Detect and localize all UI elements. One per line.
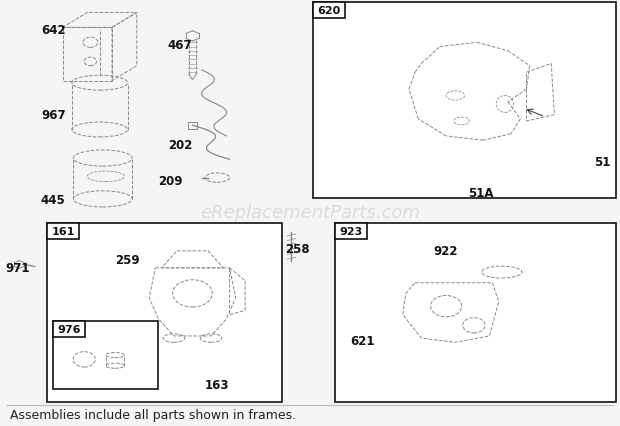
Bar [47, 224, 79, 240]
Text: 967: 967 [41, 109, 66, 122]
Bar [313, 3, 345, 19]
Text: 922: 922 [434, 245, 458, 258]
Text: 642: 642 [41, 24, 66, 37]
Bar [53, 321, 159, 389]
Text: 51A: 51A [467, 186, 494, 199]
Bar [47, 224, 282, 402]
Bar [313, 3, 616, 198]
Bar [335, 224, 616, 402]
Text: 445: 445 [41, 194, 66, 207]
Text: eReplacementParts.com: eReplacementParts.com [200, 204, 420, 222]
Text: 161: 161 [51, 227, 75, 237]
Text: 51: 51 [595, 155, 611, 169]
Text: 259: 259 [115, 253, 140, 266]
Text: 621: 621 [350, 334, 374, 347]
Bar [53, 321, 86, 337]
Text: 976: 976 [58, 324, 81, 334]
Text: Assemblies include all parts shown in frames.: Assemblies include all parts shown in fr… [10, 408, 296, 421]
Text: 209: 209 [159, 175, 183, 187]
Text: 258: 258 [285, 243, 310, 256]
Text: 923: 923 [339, 227, 363, 237]
Text: 202: 202 [168, 138, 192, 152]
Text: 620: 620 [317, 6, 341, 16]
Bar [335, 224, 367, 240]
Text: 163: 163 [205, 378, 229, 391]
Text: 467: 467 [168, 39, 192, 52]
Text: 971: 971 [6, 262, 30, 275]
